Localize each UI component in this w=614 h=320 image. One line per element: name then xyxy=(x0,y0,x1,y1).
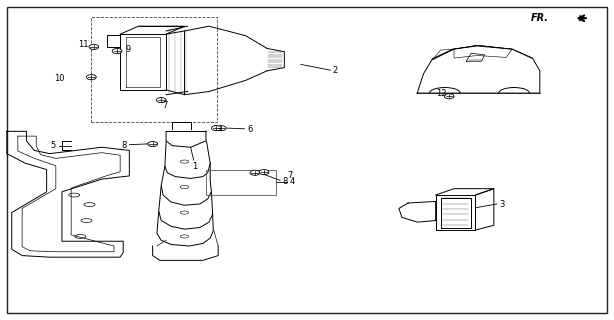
Ellipse shape xyxy=(180,235,188,238)
Text: 8: 8 xyxy=(121,140,126,149)
Text: 4: 4 xyxy=(289,177,295,186)
Circle shape xyxy=(89,44,99,50)
Circle shape xyxy=(87,75,96,80)
Text: 3: 3 xyxy=(499,200,505,209)
Text: 1: 1 xyxy=(192,162,197,171)
Ellipse shape xyxy=(180,186,188,189)
Circle shape xyxy=(157,98,166,103)
Text: 7: 7 xyxy=(162,101,168,110)
Text: 8: 8 xyxy=(282,177,288,186)
Ellipse shape xyxy=(180,160,188,163)
Circle shape xyxy=(250,170,260,175)
Text: 2: 2 xyxy=(333,66,338,75)
Text: 10: 10 xyxy=(55,74,65,83)
Circle shape xyxy=(148,141,158,147)
Circle shape xyxy=(216,125,226,131)
Circle shape xyxy=(259,170,269,175)
Circle shape xyxy=(444,94,454,99)
Text: 5: 5 xyxy=(50,141,56,150)
Text: 9: 9 xyxy=(126,44,131,54)
Text: 7: 7 xyxy=(287,171,293,180)
Text: FR.: FR. xyxy=(531,13,549,23)
Ellipse shape xyxy=(180,211,188,214)
Text: 11: 11 xyxy=(78,40,88,49)
Ellipse shape xyxy=(69,193,80,197)
Circle shape xyxy=(112,49,122,53)
Bar xyxy=(206,170,276,195)
Text: 12: 12 xyxy=(437,89,447,98)
Ellipse shape xyxy=(75,235,86,238)
Text: 6: 6 xyxy=(247,124,252,133)
Ellipse shape xyxy=(81,219,92,222)
Circle shape xyxy=(211,125,221,131)
Bar xyxy=(91,17,217,122)
Ellipse shape xyxy=(84,203,95,206)
